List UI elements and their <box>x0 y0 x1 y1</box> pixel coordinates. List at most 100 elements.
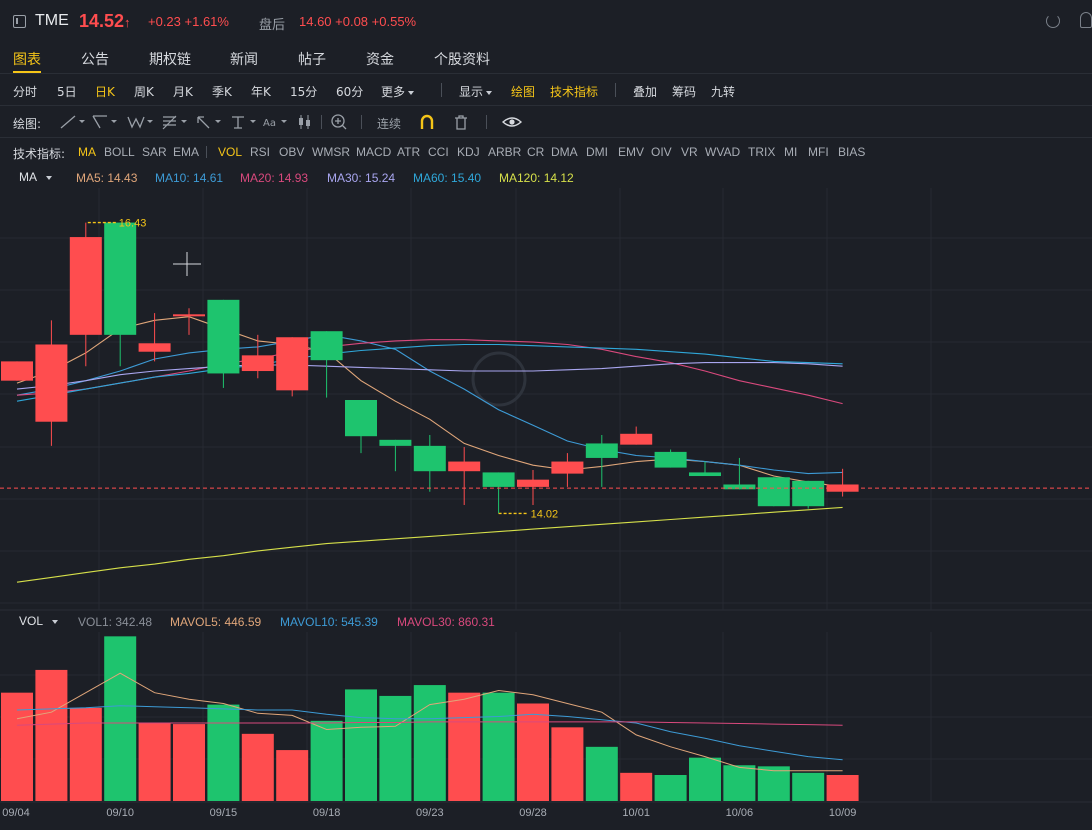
candle-tool-icon[interactable] <box>296 113 314 131</box>
ind-wvad[interactable]: WVAD <box>705 145 741 159</box>
ind-oiv[interactable]: OIV <box>651 145 672 159</box>
volume-bar <box>1 692 33 801</box>
chips-button[interactable]: 筹码 <box>672 85 697 99</box>
ind-ma[interactable]: MA <box>78 145 96 159</box>
ind-boll[interactable]: BOLL <box>104 145 135 159</box>
ind-obv[interactable]: OBV <box>279 145 305 159</box>
volume-bar <box>551 727 584 801</box>
tab-options-chain[interactable]: 期权链 <box>149 52 191 68</box>
indicators-toggle[interactable]: 技术指标 <box>550 85 599 99</box>
period-weekly[interactable]: 周K <box>134 85 154 99</box>
x-tick-label: 10/01 <box>622 807 650 819</box>
volume-bar <box>689 757 721 801</box>
candle-body <box>207 299 240 374</box>
ind-rsi[interactable]: RSI <box>250 145 271 159</box>
ind-wmsr[interactable]: WMSR <box>312 145 350 159</box>
after-hours-label: 盘后 <box>259 18 286 33</box>
ma10-value: MA10: 14.61 <box>155 171 224 185</box>
tab-capital[interactable]: 资金 <box>366 52 394 68</box>
eye-icon[interactable] <box>502 113 522 131</box>
ind-macd[interactable]: MACD <box>356 145 392 159</box>
divider <box>615 83 616 97</box>
divider <box>361 115 362 129</box>
refresh-icon[interactable] <box>1046 14 1060 28</box>
candle-body <box>276 337 309 391</box>
period-60min[interactable]: 60分 <box>336 85 364 99</box>
volume-bar <box>138 723 171 801</box>
candle-body <box>35 344 68 422</box>
tab-posts[interactable]: 帖子 <box>298 52 326 68</box>
ind-vr[interactable]: VR <box>681 145 698 159</box>
ma30-line <box>16 362 843 390</box>
ind-mfi[interactable]: MFI <box>808 145 829 159</box>
period-monthly[interactable]: 月K <box>173 85 193 99</box>
window-icon[interactable] <box>13 15 26 28</box>
ind-atr[interactable]: ATR <box>397 145 421 159</box>
ind-cr[interactable]: CR <box>527 145 545 159</box>
ind-kdj[interactable]: KDJ <box>457 145 480 159</box>
period-5day[interactable]: 5日 <box>57 85 77 99</box>
ind-cci[interactable]: CCI <box>428 145 449 159</box>
last-price: 14.52↑ <box>79 11 131 31</box>
vol1-value: VOL1: 342.48 <box>78 615 153 629</box>
volume-bar <box>379 695 412 801</box>
draw-toggle[interactable]: 绘图 <box>511 85 536 99</box>
tab-chart[interactable]: 图表 <box>13 52 41 68</box>
up-arrow-icon: ↑ <box>124 15 131 30</box>
ma-legend: MA MA5: 14.43 MA10: 14.61 MA20: 14.93 MA… <box>0 166 1092 188</box>
channel-tool-icon[interactable] <box>90 113 118 131</box>
ind-mi[interactable]: MI <box>784 145 798 159</box>
volume-bar <box>241 733 274 801</box>
divider <box>486 115 487 129</box>
x-tick-label: 10/06 <box>726 807 754 819</box>
arrow-tool-icon[interactable] <box>194 113 222 131</box>
period-15min[interactable]: 15分 <box>290 85 318 99</box>
ind-ema[interactable]: EMA <box>173 145 200 159</box>
candle-body <box>1 361 33 381</box>
volume-bar <box>585 746 618 801</box>
wave-tool-icon[interactable] <box>126 113 154 131</box>
magnet-icon[interactable] <box>418 113 436 131</box>
ma120-value: MA120: 14.12 <box>499 171 574 185</box>
volume-bar <box>826 775 859 801</box>
trash-icon[interactable] <box>452 113 470 131</box>
ma-selector[interactable]: MA <box>19 170 52 184</box>
tab-announcements[interactable]: 公告 <box>81 52 109 68</box>
candle-body <box>448 461 481 472</box>
ind-dma[interactable]: DMA <box>551 145 578 159</box>
volume-bar <box>69 707 102 801</box>
period-more-dropdown[interactable]: 更多 <box>381 83 415 100</box>
line-tool-icon[interactable] <box>58 113 86 131</box>
ind-trix[interactable]: TRIX <box>748 145 776 159</box>
candle-body <box>757 477 790 507</box>
zoom-icon[interactable] <box>330 113 348 131</box>
display-dropdown[interactable]: 显示 <box>459 83 493 100</box>
volume-bar <box>482 692 515 801</box>
candle-body <box>689 472 721 477</box>
ma30-value: MA30: 15.24 <box>327 171 396 185</box>
period-daily[interactable]: 日K <box>95 85 115 99</box>
main-tabs: 图表 公告 期权链 新闻 帖子 资金 个股资料 <box>0 44 1092 74</box>
continuous-toggle[interactable]: 连续 <box>377 117 402 131</box>
volume-bar <box>620 772 653 801</box>
period-quarterly[interactable]: 季K <box>212 85 232 99</box>
volume-bar <box>345 689 377 801</box>
fibonacci-tool-icon[interactable] <box>160 113 188 131</box>
ind-dmi[interactable]: DMI <box>586 145 608 159</box>
ind-sar[interactable]: SAR <box>142 145 167 159</box>
tab-news[interactable]: 新闻 <box>230 52 258 68</box>
horizontal-tool-icon[interactable] <box>229 113 257 131</box>
text-tool-icon[interactable]: Aa <box>261 113 289 131</box>
ind-emv[interactable]: EMV <box>618 145 645 159</box>
period-intraday[interactable]: 分时 <box>13 85 38 99</box>
ind-arbr[interactable]: ARBR <box>488 145 522 159</box>
ma60-value: MA60: 15.40 <box>413 171 482 185</box>
ind-vol[interactable]: VOL <box>218 145 243 159</box>
vol-selector[interactable]: VOL <box>19 614 59 628</box>
nine-turn-button[interactable]: 九转 <box>711 85 736 99</box>
tab-profile[interactable]: 个股资料 <box>434 52 490 68</box>
period-yearly[interactable]: 年K <box>251 85 271 99</box>
ind-bias[interactable]: BIAS <box>838 145 866 159</box>
overlay-button[interactable]: 叠加 <box>633 85 658 99</box>
